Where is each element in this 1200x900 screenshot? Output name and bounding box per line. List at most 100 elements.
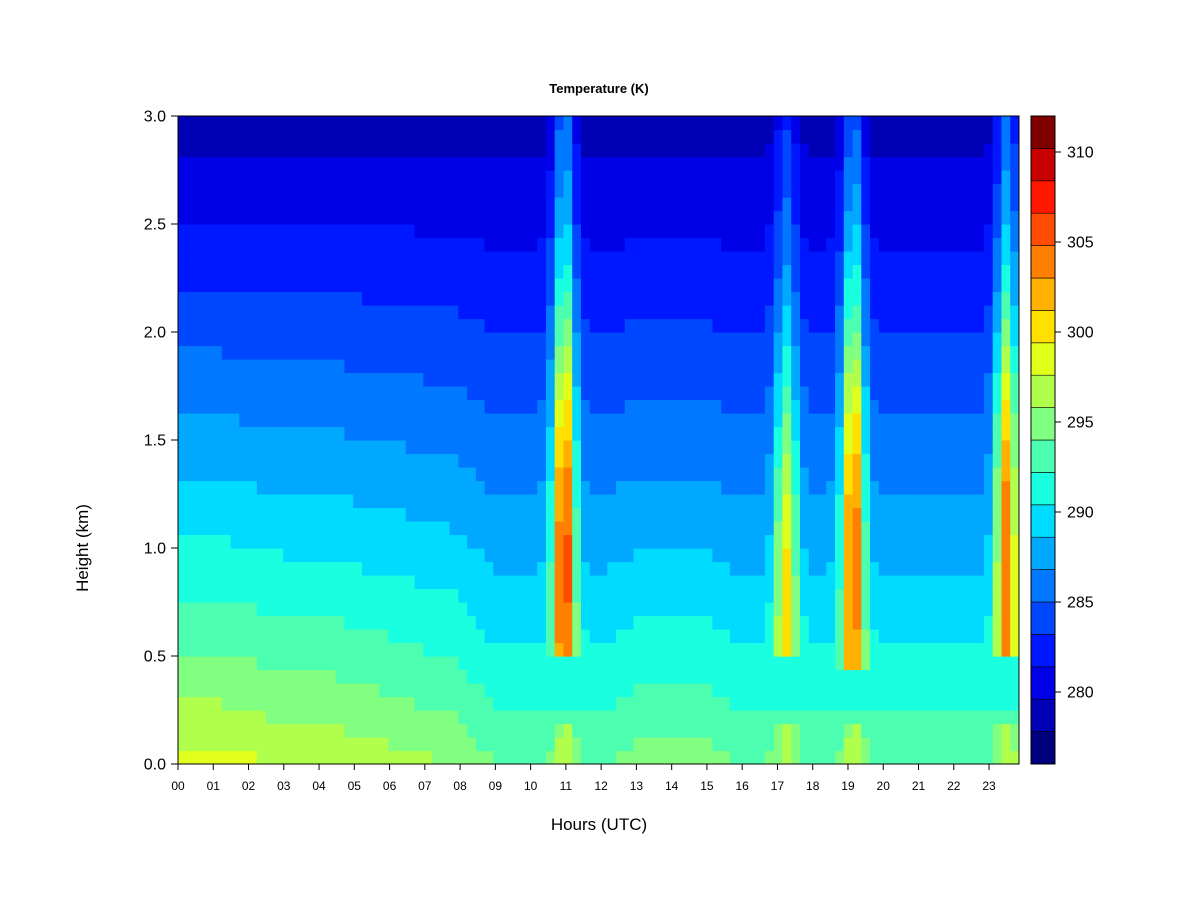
heatmap-cell	[528, 197, 538, 212]
heatmap-cell	[528, 251, 538, 266]
heatmap-cell	[510, 480, 521, 495]
heatmap-cell	[887, 494, 897, 509]
heatmap-cell	[668, 156, 678, 171]
heatmap-cell	[309, 440, 319, 455]
heatmap-cell	[528, 467, 538, 482]
heatmap-cell	[248, 710, 258, 725]
heatmap-cell	[729, 399, 740, 414]
heatmap-cell	[361, 683, 372, 698]
heatmap-cell	[353, 642, 363, 657]
heatmap-cell	[835, 372, 845, 387]
heatmap-cell	[756, 440, 766, 455]
heatmap-cell	[274, 372, 284, 387]
heatmap-cell	[370, 251, 381, 266]
heatmap-cell	[861, 386, 871, 401]
heatmap-cell	[344, 156, 354, 171]
heatmap-cell	[817, 534, 827, 549]
heatmap-cell	[326, 426, 337, 441]
heatmap-cell	[563, 642, 573, 657]
heatmap-cell	[992, 332, 1003, 347]
heatmap-cell	[274, 332, 284, 347]
heatmap-cell	[519, 116, 530, 131]
heatmap-cell	[931, 723, 941, 738]
heatmap-cell	[799, 561, 810, 576]
heatmap-cell	[274, 723, 284, 738]
heatmap-cell	[423, 305, 433, 320]
heatmap-cell	[361, 264, 372, 279]
heatmap-cell	[388, 602, 398, 617]
heatmap-cell	[423, 359, 433, 374]
heatmap-cell	[747, 237, 757, 252]
heatmap-cell	[248, 602, 258, 617]
heatmap-cell	[966, 737, 976, 752]
heatmap-cell	[204, 197, 214, 212]
heatmap-cell	[274, 170, 284, 185]
heatmap-cell	[948, 521, 959, 536]
heatmap-cell	[782, 521, 792, 536]
heatmap-cell	[624, 291, 635, 306]
heatmap-cell	[616, 251, 626, 266]
heatmap-cell	[703, 588, 713, 603]
heatmap-cell	[449, 224, 459, 239]
heatmap-cell	[1001, 426, 1011, 441]
heatmap-cell	[975, 453, 985, 468]
heatmap-cell	[414, 332, 424, 347]
heatmap-cell	[922, 696, 932, 711]
heatmap-cell	[335, 197, 346, 212]
heatmap-cell	[598, 494, 608, 509]
heatmap-cell	[651, 372, 661, 387]
heatmap-cell	[633, 588, 643, 603]
heatmap-cell	[826, 305, 836, 320]
heatmap-cell	[677, 602, 687, 617]
heatmap-cell	[178, 629, 188, 644]
heatmap-cell	[545, 237, 556, 252]
colorbar-swatch	[1030, 698, 1056, 732]
heatmap-cell	[659, 521, 670, 536]
heatmap-cell	[563, 521, 573, 536]
heatmap-cell	[607, 372, 617, 387]
heatmap-cell	[677, 399, 687, 414]
heatmap-cell	[213, 642, 223, 657]
heatmap-cell	[887, 507, 897, 522]
heatmap-cell	[747, 440, 757, 455]
heatmap-cell	[510, 183, 521, 198]
heatmap-cell	[563, 264, 573, 279]
heatmap-cell	[729, 143, 740, 158]
heatmap-cell	[475, 656, 486, 671]
heatmap-cell	[230, 615, 240, 630]
heatmap-cell	[178, 237, 188, 252]
heatmap-cell	[686, 156, 696, 171]
heatmap-cell	[940, 615, 950, 630]
heatmap-cell	[580, 642, 591, 657]
heatmap-cell	[554, 413, 565, 428]
heatmap-cell	[397, 291, 407, 306]
heatmap-cell	[563, 197, 573, 212]
heatmap-cell	[440, 521, 451, 536]
heatmap-cell	[616, 170, 626, 185]
heatmap-cell	[922, 534, 932, 549]
heatmap-cell	[335, 156, 346, 171]
heatmap-cell	[791, 575, 801, 590]
heatmap-cell	[773, 669, 784, 684]
heatmap-cell	[554, 440, 565, 455]
heatmap-cell	[370, 467, 381, 482]
heatmap-cell	[861, 440, 871, 455]
heatmap-cell	[756, 494, 766, 509]
heatmap-cell	[248, 345, 258, 360]
heatmap-cell	[484, 453, 494, 468]
heatmap-cell	[300, 170, 311, 185]
heatmap-cell	[239, 183, 249, 198]
heatmap-cell	[913, 143, 924, 158]
heatmap-cell	[353, 615, 363, 630]
heatmap-cell	[721, 291, 731, 306]
heatmap-cell	[458, 372, 468, 387]
heatmap-cell	[528, 372, 538, 387]
heatmap-cell	[580, 507, 591, 522]
heatmap-cell	[729, 669, 740, 684]
heatmap-cell	[475, 426, 486, 441]
heatmap-cell	[300, 534, 311, 549]
heatmap-cell	[957, 156, 968, 171]
heatmap-cell	[624, 116, 635, 131]
heatmap-cell	[817, 683, 827, 698]
heatmap-cell	[913, 588, 924, 603]
